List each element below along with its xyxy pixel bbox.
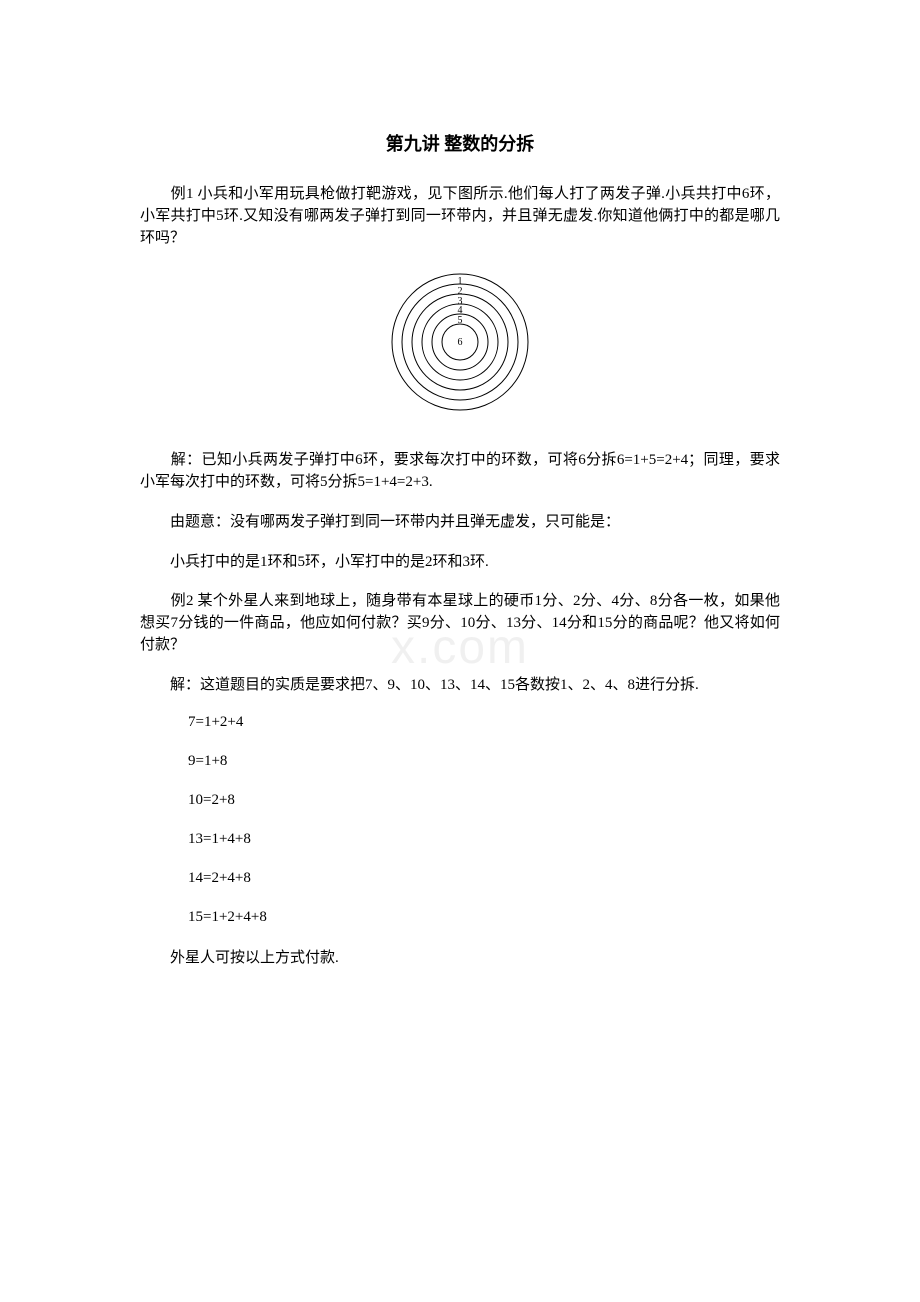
example-2-solution: 解：这道题目的实质是要求把7、9、10、13、14、15各数按1、2、4、8进行… <box>140 675 780 697</box>
example-2-problem: 例2 某个外星人来到地球上，随身带有本星球上的硬币1分、2分、4分、8分各一枚，… <box>140 591 780 656</box>
equation-item: 15=1+2+4+8 <box>188 909 780 926</box>
example-1-solution-2: 由题意：没有哪两发子弹打到同一环带内并且弹无虚发，只可能是： <box>140 512 780 534</box>
equation-item: 10=2+8 <box>188 792 780 809</box>
target-ring-label: 5 <box>458 315 463 326</box>
document-content: 第九讲 整数的分拆 例1 小兵和小军用玩具枪做打靶游戏，见下图所示.他们每人打了… <box>140 130 780 970</box>
equation-item: 7=1+2+4 <box>188 714 780 731</box>
target-ring-label: 6 <box>458 337 463 348</box>
equation-item: 13=1+4+8 <box>188 831 780 848</box>
example-2-conclusion: 外星人可按以上方式付款. <box>140 948 780 970</box>
example-1-solution-1: 解：已知小兵两发子弹打中6环，要求每次打中的环数，可将6分拆6=1+5=2+4；… <box>140 450 780 494</box>
example-1-solution-3: 小兵打中的是1环和5环，小军打中的是2环和3环. <box>140 552 780 574</box>
target-svg: 123456 <box>385 267 535 417</box>
equation-list: 7=1+2+4 9=1+8 10=2+8 13=1+4+8 14=2+4+8 15=1+2… <box>140 714 780 926</box>
equation-item: 14=2+4+8 <box>188 870 780 887</box>
page-title: 第九讲 整数的分拆 <box>140 130 780 156</box>
equation-item: 9=1+8 <box>188 753 780 770</box>
target-figure: 123456 <box>140 267 780 422</box>
example-1-problem: 例1 小兵和小军用玩具枪做打靶游戏，见下图所示.他们每人打了两发子弹.小兵共打中… <box>140 184 780 249</box>
